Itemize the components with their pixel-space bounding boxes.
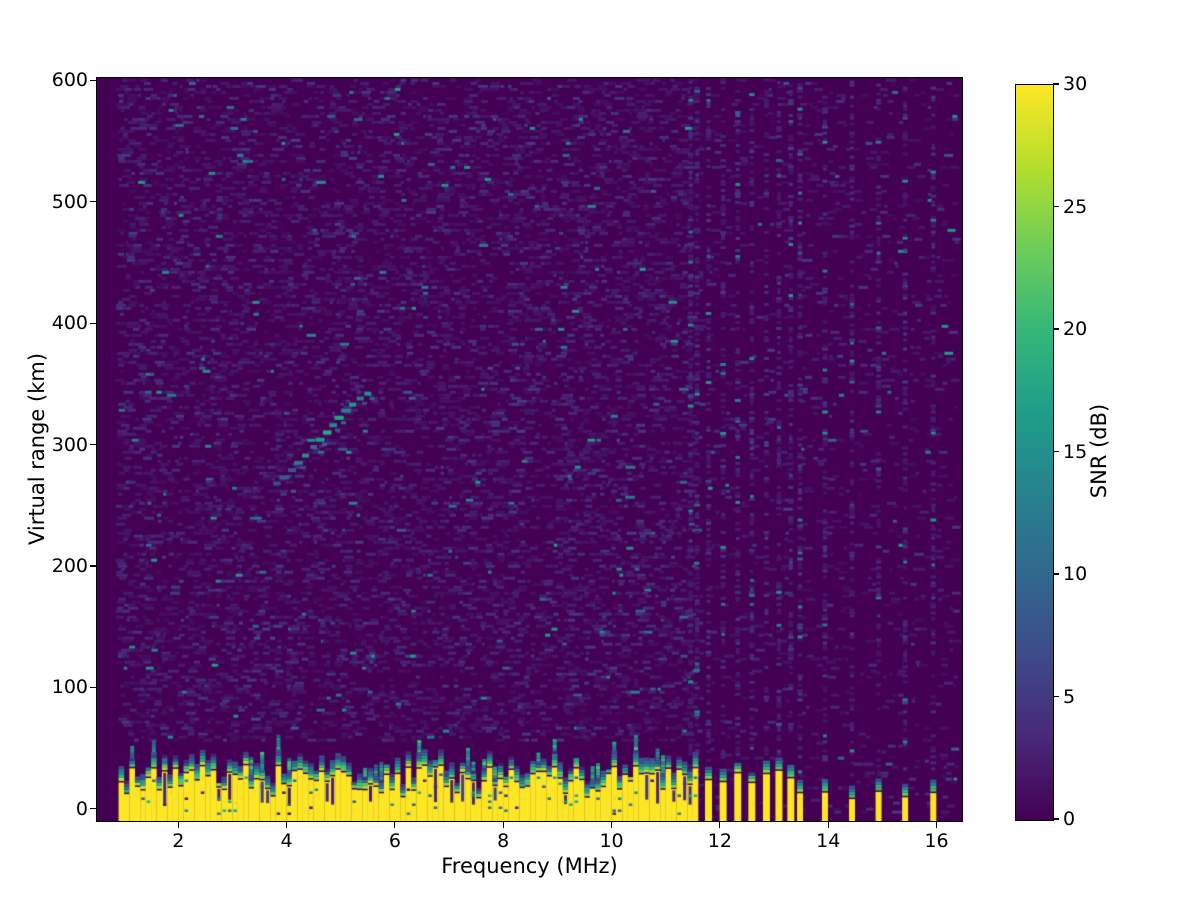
colorbar	[1015, 84, 1054, 821]
colorbar-tick-mark	[1053, 328, 1059, 330]
x-tick-label: 4	[280, 830, 293, 852]
colorbar-tick-mark	[1053, 83, 1059, 85]
x-tick-mark	[502, 822, 504, 828]
x-tick-label: 8	[497, 830, 510, 852]
y-tick-label: 500	[51, 190, 88, 213]
colorbar-tick-mark	[1053, 573, 1059, 575]
x-tick-mark	[935, 822, 938, 828]
colorbar-tick-label: 0	[1063, 808, 1076, 830]
heatmap-canvas	[97, 78, 962, 821]
y-tick-mark	[90, 201, 96, 203]
colorbar-tick-mark	[1053, 818, 1059, 820]
y-tick-mark	[90, 808, 96, 810]
y-tick-mark	[90, 686, 96, 689]
colorbar-tick-label: 10	[1063, 563, 1088, 585]
x-tick-mark	[177, 822, 179, 828]
y-tick-mark	[90, 444, 96, 446]
colorbar-tick-label: 25	[1063, 195, 1088, 218]
x-tick-label: 14	[816, 830, 841, 852]
x-tick-mark	[719, 822, 721, 828]
colorbar-tick-label: 20	[1063, 318, 1088, 340]
x-tick-mark	[827, 822, 829, 828]
plot-area	[96, 77, 963, 822]
y-tick-label: 200	[51, 555, 88, 578]
y-tick-mark	[90, 565, 96, 567]
colorbar-tick-label: 30	[1063, 73, 1088, 95]
colorbar-tick-mark	[1053, 450, 1059, 453]
y-tick-label: 0	[75, 797, 88, 820]
x-tick-mark	[610, 822, 613, 828]
x-tick-mark	[394, 822, 396, 828]
x-tick-label: 16	[924, 830, 949, 852]
x-tick-label: 12	[707, 830, 732, 852]
x-tick-mark	[285, 822, 288, 828]
colorbar-gradient-canvas	[1016, 85, 1053, 820]
x-tick-label: 10	[599, 830, 624, 852]
y-tick-mark	[90, 322, 96, 324]
y-tick-label: 300	[51, 433, 88, 456]
colorbar-label: SNR (dB)	[1087, 403, 1111, 499]
x-axis-label: Frequency (MHz)	[441, 854, 618, 878]
colorbar-tick-label: 5	[1063, 685, 1076, 708]
y-tick-label: 100	[51, 676, 88, 699]
y-tick-mark	[90, 79, 96, 81]
x-tick-label: 2	[172, 830, 185, 852]
colorbar-tick-label: 15	[1063, 440, 1088, 463]
colorbar-tick-mark	[1053, 695, 1059, 698]
y-tick-label: 600	[51, 69, 88, 92]
colorbar-tick-mark	[1053, 205, 1059, 208]
y-tick-label: 400	[51, 312, 88, 335]
x-tick-label: 6	[388, 830, 401, 852]
